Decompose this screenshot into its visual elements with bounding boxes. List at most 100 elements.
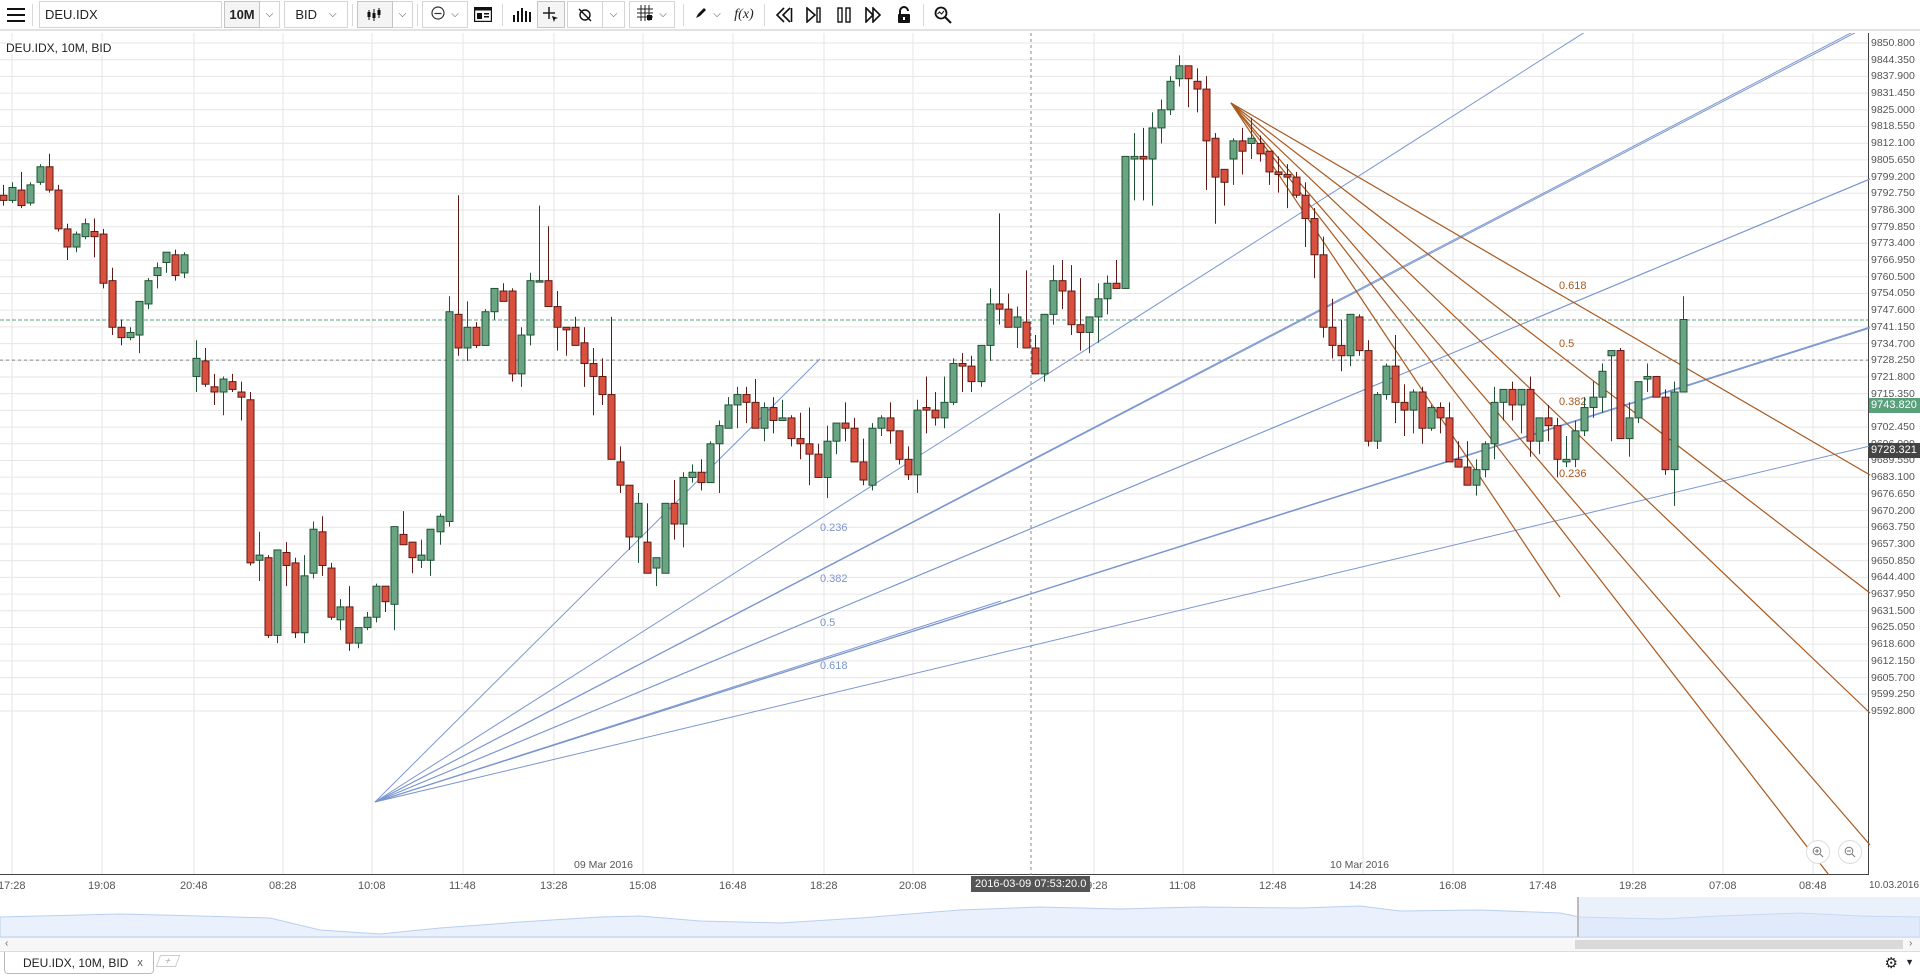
divider: [923, 3, 924, 26]
chevron-down-icon: ⌵: [265, 9, 274, 20]
price-tick-label: 9592.800: [1871, 704, 1915, 717]
gear-icon[interactable]: ⚙: [1884, 955, 1898, 972]
chart-title: DEU.IDX, 10M, BID: [6, 41, 112, 55]
candlestick-icon[interactable]: [357, 1, 393, 28]
price-tick-label: 9818.550: [1871, 120, 1915, 133]
fast-forward-icon[interactable]: [859, 1, 889, 28]
price-tick-label: 9786.300: [1871, 203, 1915, 216]
price-tick-label: 9766.950: [1871, 254, 1915, 267]
navigator[interactable]: [0, 897, 1920, 938]
tab-label: DEU.IDX, 10M, BID: [23, 955, 129, 970]
news-icon[interactable]: [468, 1, 498, 28]
price-tick-label: 9734.700: [1871, 337, 1915, 350]
zoom-search-icon[interactable]: [928, 1, 958, 28]
price-tick-label: 9612.150: [1871, 654, 1915, 667]
price-tick-label: 9670.200: [1871, 504, 1915, 517]
divider: [417, 3, 418, 26]
pause-icon[interactable]: [829, 1, 859, 28]
svg-text:0.618: 0.618: [1559, 280, 1587, 292]
chevron-down-icon: ⌵: [659, 9, 667, 20]
chevron-down-icon: ⌵: [609, 9, 618, 20]
rewind-icon[interactable]: [769, 1, 799, 28]
magnet-dropdown[interactable]: ⌵: [603, 1, 625, 28]
symbol-input[interactable]: [39, 1, 222, 28]
divider: [502, 3, 503, 26]
svg-text:0.382: 0.382: [1559, 396, 1587, 408]
caret-down-icon[interactable]: ▼: [1905, 957, 1914, 967]
hamburger-menu-icon[interactable]: [0, 1, 32, 28]
no-magnet-icon[interactable]: [567, 1, 603, 28]
chevron-down-icon: ⌵: [329, 9, 337, 20]
price-tick-label: 9844.350: [1871, 53, 1915, 66]
price-tick-label: 9812.100: [1871, 137, 1915, 150]
zoom-out-icon[interactable]: [1838, 840, 1862, 864]
chart-tab[interactable]: DEU.IDX, 10M, BID x: [4, 952, 154, 974]
price-tick-label: 9657.300: [1871, 537, 1915, 550]
crosshair-cursor-icon[interactable]: [537, 1, 565, 28]
crosshair-price-tag: 9728.321: [1869, 443, 1920, 458]
side-dropdown[interactable]: BID ⌵: [284, 1, 348, 28]
time-tick-label: 10:08: [358, 880, 386, 892]
navigator-scrollbar[interactable]: ‹ ›: [0, 937, 1920, 952]
period-dropdown[interactable]: ⌵: [260, 1, 280, 28]
add-tab-button[interactable]: +: [155, 955, 181, 967]
tab-bar: DEU.IDX, 10M, BID x + ⚙ ▼: [0, 952, 1920, 975]
time-tick-label: 14:28: [1349, 880, 1377, 892]
candlestick-chart[interactable]: 0.236 0.382 0.5 0.618 0.618 0.5 0.382 0.236: [0, 33, 1920, 875]
divider: [683, 3, 684, 26]
side-label: BID: [295, 7, 318, 22]
scroll-right-arrow[interactable]: ›: [1909, 938, 1913, 949]
time-tick-label: 08:48: [1799, 880, 1827, 892]
grid-icon: [637, 5, 654, 24]
time-tick-label: 20:08: [899, 880, 927, 892]
time-tick-label: 11:08: [1169, 880, 1196, 892]
chart-area[interactable]: 0.236 0.382 0.5 0.618 0.618 0.5 0.382 0.236 DEU…: [0, 33, 1920, 875]
price-tick-label: 9721.800: [1871, 370, 1915, 383]
price-tick-label: 9625.050: [1871, 621, 1915, 634]
time-tick-label: 16:48: [719, 880, 747, 892]
zoom-in-icon[interactable]: [1806, 840, 1830, 864]
time-tick-label: 13:28: [540, 880, 568, 892]
divider: [32, 3, 33, 26]
price-tick-label: 9825.000: [1871, 103, 1915, 116]
step-forward-icon[interactable]: [799, 1, 829, 28]
svg-text:0.236: 0.236: [1559, 468, 1587, 480]
grid-dropdown[interactable]: ⌵: [629, 1, 675, 28]
right-date-label: 10.03.2016: [1869, 880, 1920, 891]
time-tick-label: 07:08: [1709, 880, 1737, 892]
svg-text:0.5: 0.5: [820, 617, 835, 629]
pencil-dropdown[interactable]: ⌵: [688, 1, 728, 28]
navigator-series: [0, 897, 1920, 938]
price-tick-label: 9792.750: [1871, 187, 1915, 200]
price-tick-label: 9683.100: [1871, 471, 1915, 484]
price-tick-label: 9599.250: [1871, 688, 1915, 701]
time-tick-label: 18:28: [810, 880, 838, 892]
pencil-icon: [695, 7, 707, 22]
time-tick-label: 11:48: [449, 880, 476, 892]
chevron-down-icon: ⌵: [713, 9, 721, 20]
scroll-thumb[interactable]: [1575, 940, 1903, 949]
price-tick-label: 9773.400: [1871, 237, 1915, 250]
close-icon[interactable]: x: [137, 956, 143, 969]
toolbar: 10M ⌵ BID ⌵ ⌵ ⌵ ⌵ ⌵ ⌵ f(x): [0, 0, 1920, 31]
period-button[interactable]: 10M: [224, 1, 260, 28]
time-tick-label: 19:08: [88, 880, 116, 892]
price-tick-label: 9741.150: [1871, 320, 1915, 333]
scroll-left-arrow[interactable]: ‹: [5, 938, 9, 949]
price-tick-label: 9799.200: [1871, 170, 1915, 183]
time-tick-label: 17:48: [1529, 880, 1557, 892]
price-tick-label: 9676.650: [1871, 487, 1915, 500]
lock-icon[interactable]: [889, 1, 919, 28]
function-fx-icon[interactable]: f(x): [734, 6, 754, 22]
price-tick-label: 9715.350: [1871, 387, 1915, 400]
svg-text:0.382: 0.382: [820, 573, 848, 585]
price-tick-label: 9631.500: [1871, 604, 1915, 617]
price-tick-label: 9728.250: [1871, 354, 1915, 367]
clock-dropdown[interactable]: ⌵: [422, 1, 468, 28]
time-tick-label: 12:48: [1259, 880, 1287, 892]
svg-text:0.5: 0.5: [1559, 338, 1574, 350]
price-tick-label: 9605.700: [1871, 671, 1915, 684]
volume-bars-icon[interactable]: [507, 1, 537, 28]
price-tick-label: 9754.050: [1871, 287, 1915, 300]
chart-type-dropdown[interactable]: ⌵: [393, 1, 413, 28]
